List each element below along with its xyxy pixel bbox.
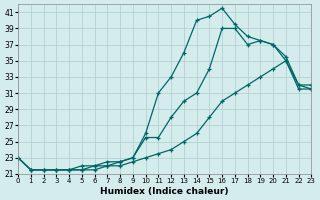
X-axis label: Humidex (Indice chaleur): Humidex (Indice chaleur) [100,187,229,196]
